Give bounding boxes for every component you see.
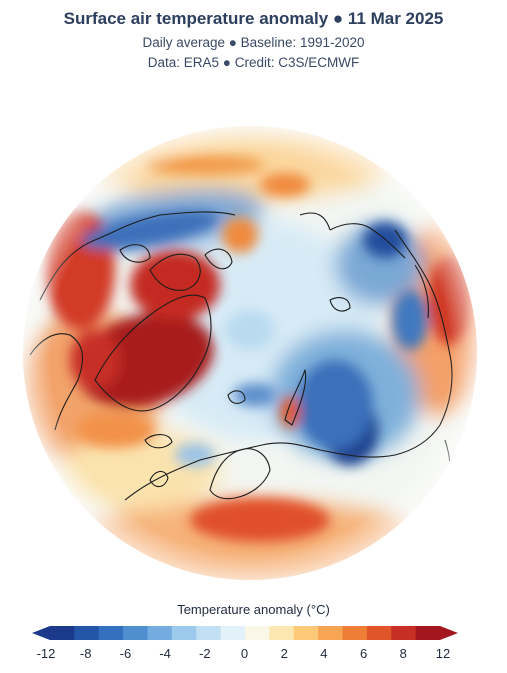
colorbar-tick-label: -6: [119, 646, 132, 661]
colorbar-cell: [98, 626, 124, 640]
colorbar-cell: [171, 626, 197, 640]
colorbar-cell: [318, 626, 343, 640]
colorbar-tick-label: 2: [280, 646, 288, 661]
colorbar-cell: [415, 626, 441, 640]
colorbar-cell: [269, 626, 295, 640]
colorbar-cell: [196, 626, 222, 640]
colorbar-cell: [147, 626, 173, 640]
map-title: Surface air temperature anomaly ● 11 Mar…: [63, 9, 444, 28]
colorbar: [32, 626, 458, 640]
map-subtitle-credit: Data: ERA5 ● Credit: C3S/ECMWF: [147, 55, 360, 70]
globe-edge-glow: [23, 126, 477, 580]
colorbar-tick-label: 12: [435, 646, 451, 661]
colorbar-min-arrow: [32, 626, 50, 640]
colorbar-tick-label: -12: [36, 646, 56, 661]
colorbar-cell: [342, 626, 368, 640]
map-subtitle-baseline: Daily average ● Baseline: 1991-2020: [142, 35, 365, 50]
colorbar-cell: [123, 626, 148, 640]
colorbar-cell: [293, 626, 319, 640]
colorbar-cell: [391, 626, 417, 640]
colorbar-tick-label: 0: [240, 646, 249, 661]
colorbar-cell: [366, 626, 392, 640]
colorbar-tick-label: 4: [320, 646, 328, 661]
colorbar-tick-label: -8: [79, 646, 92, 661]
colorbar-cell: [220, 626, 246, 640]
colorbar-tick-label: 6: [359, 646, 368, 661]
colorbar-tick-label: -4: [159, 646, 171, 661]
colorbar-cell: [74, 626, 100, 640]
colorbar-cell: [245, 626, 270, 640]
colorbar-title: Temperature anomaly (°C): [177, 602, 330, 617]
colorbar-max-arrow: [440, 626, 458, 640]
colorbar-tick-label: 8: [399, 646, 407, 661]
colorbar-cell: [50, 626, 75, 640]
colorbar-tick-label: -2: [199, 646, 211, 661]
